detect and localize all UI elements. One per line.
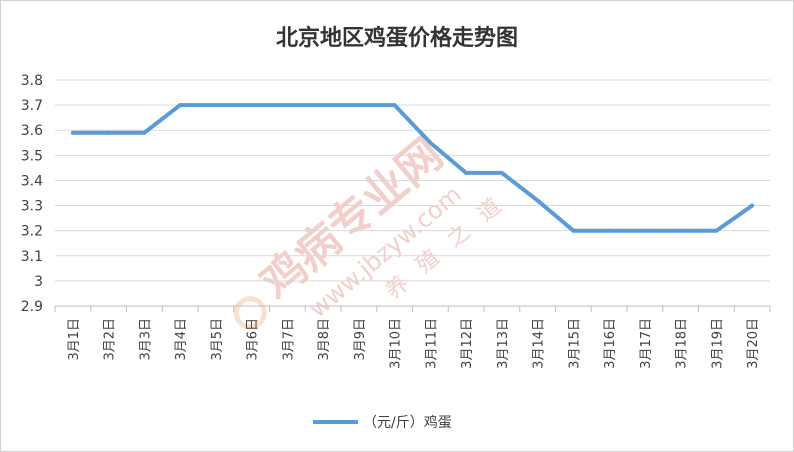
legend-label: （元/斤）鸡蛋: [363, 414, 452, 431]
data-point: [535, 198, 540, 203]
x-tick-label: 3月11日: [424, 318, 439, 369]
gridlines: [55, 79, 770, 282]
y-tick-label: 3.8: [21, 73, 43, 89]
series-group: [70, 103, 755, 233]
y-tick-label: 3.2: [21, 224, 43, 240]
x-axis: 3月1日 3月2日 3月3日 3月4日 3月5日 3月6日 3月7日 3月8日 3月9日 3月10…: [54, 305, 771, 369]
x-tick-label: 3月16日: [603, 318, 618, 369]
x-tick-label: 3月15日: [567, 318, 582, 369]
x-tick-label: 3月5日: [210, 318, 225, 361]
x-tick-label: 3月10日: [389, 318, 404, 369]
data-point: [750, 203, 755, 208]
x-tick-label: 3月2日: [103, 318, 118, 361]
x-tick-label: 3月1日: [67, 318, 82, 361]
data-point: [571, 228, 576, 233]
data-point: [714, 228, 719, 233]
y-tick-label: 3: [34, 274, 43, 290]
data-point: [249, 103, 254, 108]
data-point: [142, 130, 147, 135]
data-point: [607, 228, 612, 233]
x-tick-label: 3月14日: [532, 318, 547, 369]
x-tick-label: 3月8日: [317, 318, 332, 361]
x-tick-label: 3月6日: [246, 318, 261, 361]
x-tick-label: 3月20日: [746, 318, 761, 369]
legend: （元/斤）鸡蛋: [313, 414, 452, 431]
x-tick-label: 3月4日: [174, 318, 189, 361]
series-line: [70, 103, 755, 233]
data-point: [464, 170, 469, 175]
data-point: [321, 103, 326, 108]
data-point: [356, 103, 361, 108]
y-tick-label: 3.5: [21, 148, 43, 164]
x-tick-label: 3月19日: [710, 318, 725, 369]
watermark-logo-icon: [233, 296, 267, 330]
x-tick-label: 3月7日: [281, 318, 296, 361]
data-point: [678, 228, 683, 233]
data-point: [285, 103, 290, 108]
data-point: [70, 130, 75, 135]
y-tick-label: 3.6: [21, 123, 43, 139]
y-tick-label: 3.1: [21, 249, 43, 265]
data-point: [428, 140, 433, 145]
x-tick-label: 3月17日: [639, 318, 654, 369]
chart-title: 北京地区鸡蛋价格走势图: [276, 25, 518, 51]
x-tick-label: 3月12日: [460, 318, 475, 369]
x-tick-label: 3月13日: [496, 318, 511, 369]
x-tick-label: 3月3日: [138, 318, 153, 361]
data-point: [106, 130, 111, 135]
y-tick-label: 3.4: [21, 173, 43, 189]
y-tick-label: 3.3: [21, 199, 43, 215]
y-tick-label: 2.9: [21, 299, 43, 315]
x-tick-label: 3月9日: [353, 318, 368, 361]
data-point: [392, 103, 397, 108]
x-tick-label: 3月18日: [675, 318, 690, 369]
data-point: [213, 103, 218, 108]
data-point: [178, 103, 183, 108]
data-point: [642, 228, 647, 233]
y-axis: 2.9 3 3.1 3.2 3.3 3.4 3.5 3.6 3.7 3.8: [21, 73, 43, 315]
data-point: [499, 170, 504, 175]
y-tick-label: 3.7: [21, 98, 43, 114]
